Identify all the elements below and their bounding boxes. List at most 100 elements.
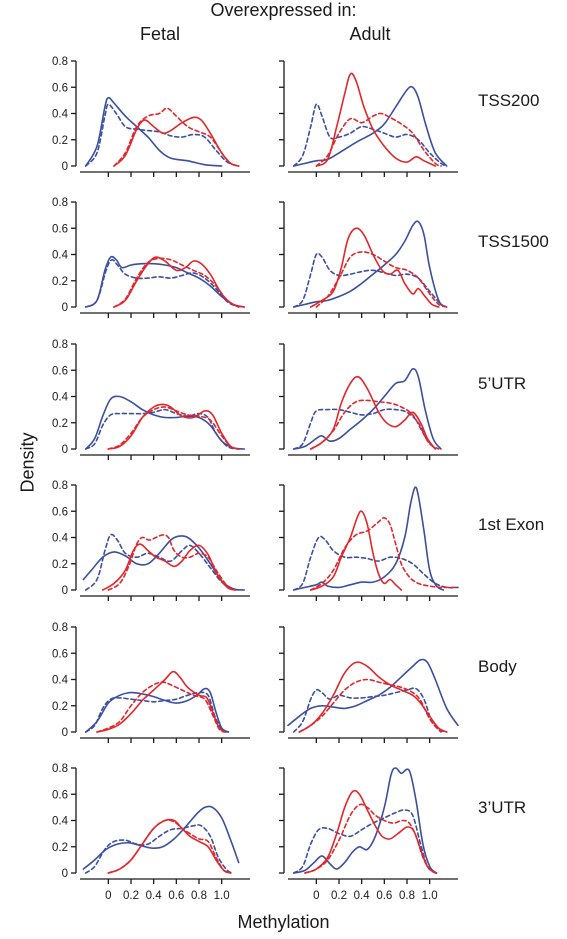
y-tick-label: 0 xyxy=(62,444,68,456)
density-curve-red-solid xyxy=(107,818,232,874)
density-curve-blue-dashed xyxy=(292,687,442,733)
density-curve-blue-dashed xyxy=(84,824,234,874)
row-label-1st-exon: 1st Exon xyxy=(478,515,545,534)
density-curve-red-dashed xyxy=(315,112,442,167)
y-tick-label: 0 xyxy=(62,161,68,173)
density-curve-red-solid xyxy=(309,510,403,591)
density-curve-blue-solid xyxy=(292,767,438,874)
density-curve-blue-dashed xyxy=(84,691,229,733)
row-label-body: Body xyxy=(478,657,517,676)
density-curve-blue-dashed xyxy=(292,103,448,167)
x-tick-label: 0 xyxy=(105,890,111,902)
density-curve-red-dashed xyxy=(304,803,438,874)
y-tick-label: 0.6 xyxy=(52,506,68,518)
x-axis-label: Methylation xyxy=(237,912,330,932)
panel-tss1500-adult xyxy=(279,201,458,318)
y-tick-label: 0.8 xyxy=(52,197,68,209)
density-curve-blue-dashed xyxy=(292,408,437,450)
density-curve-red-solid xyxy=(107,403,240,450)
density-curve-blue-dashed xyxy=(84,103,240,167)
y-tick-label: 0 xyxy=(62,585,68,597)
y-tick-label: 0.6 xyxy=(52,82,68,94)
y-tick-label: 0.2 xyxy=(52,701,68,713)
y-tick-label: 0.6 xyxy=(52,648,68,660)
x-tick-label: 0.6 xyxy=(168,890,184,902)
y-tick-label: 0.6 xyxy=(52,365,68,377)
column-title-fetal: Fetal xyxy=(139,24,181,44)
panel-tss200-fetal: 0 0.2 0.4 0.6 0.8 xyxy=(52,56,250,177)
y-tick-label: 0.2 xyxy=(52,842,68,854)
density-curve-blue-solid xyxy=(84,255,246,308)
panel-tss200-adult xyxy=(279,60,458,177)
x-tick-label: 0.8 xyxy=(399,890,415,902)
panel-3utr-fetal: 0 0.2 0.4 0.6 0.8 0 0.2 0.4 0.6 0.8 1.0 xyxy=(52,763,250,902)
y-tick-label: 0.6 xyxy=(52,223,68,235)
row-label-tss1500: TSS1500 xyxy=(478,232,549,251)
y-tick-label: 0.8 xyxy=(52,339,68,351)
x-tick-label: 1.0 xyxy=(422,890,438,902)
column-title-adult: Adult xyxy=(349,24,391,44)
density-curve-red-dashed xyxy=(107,534,237,591)
y-tick-label: 0.4 xyxy=(52,109,69,121)
density-curve-red-dashed xyxy=(309,516,459,591)
y-tick-label: 0 xyxy=(62,302,68,314)
y-tick-label: 0.4 xyxy=(52,675,69,687)
row-label-tss200: TSS200 xyxy=(478,91,540,110)
density-curve-red-dashed xyxy=(315,251,448,308)
panel-body-adult xyxy=(279,626,459,743)
x-tick-label: 0.8 xyxy=(191,890,207,902)
x-tick-label: 1.0 xyxy=(214,890,230,902)
panel-3utr-adult: 0 0.2 0.4 0.6 0.8 1.0 xyxy=(279,767,458,902)
panel-5utr-fetal: 0 0.2 0.4 0.6 0.8 xyxy=(52,339,250,460)
x-tick-label: 0.2 xyxy=(331,890,347,902)
x-tick-label: 0.4 xyxy=(146,890,163,902)
density-curve-blue-dashed xyxy=(84,258,240,308)
y-tick-label: 0.2 xyxy=(52,135,68,147)
x-tick-label: 0 xyxy=(313,890,319,902)
x-tick-label: 0.6 xyxy=(376,890,392,902)
density-curve-blue-dashed xyxy=(84,533,240,591)
y-tick-label: 0.8 xyxy=(52,480,68,492)
density-curve-red-dashed xyxy=(309,399,440,450)
y-tick-label: 0 xyxy=(62,727,68,739)
y-tick-label: 0 xyxy=(62,868,68,880)
y-tick-label: 0.8 xyxy=(52,56,68,68)
density-curve-red-dashed xyxy=(298,678,448,733)
y-tick-label: 0.4 xyxy=(52,392,69,404)
x-tick-label: 0.2 xyxy=(123,890,139,902)
density-curve-red-solid xyxy=(309,375,437,450)
y-tick-label: 0.2 xyxy=(52,276,68,288)
density-curve-red-solid xyxy=(96,670,226,733)
y-tick-label: 0.6 xyxy=(52,789,68,801)
y-tick-label: 0.4 xyxy=(52,250,69,262)
density-curve-blue-dashed xyxy=(292,809,437,874)
density-curve-red-dashed xyxy=(96,681,226,733)
density-curve-red-dashed xyxy=(113,257,240,308)
y-tick-label: 0.2 xyxy=(52,418,68,430)
density-curve-blue-dashed xyxy=(292,252,448,308)
density-curve-red-dashed xyxy=(107,819,232,874)
density-curve-red-solid xyxy=(298,661,448,733)
figure-title: Overexpressed in: xyxy=(210,0,357,20)
density-curve-blue-solid xyxy=(292,486,445,591)
panel-body-fetal: 0 0.2 0.4 0.6 0.8 xyxy=(52,622,250,743)
density-curve-red-dashed xyxy=(113,107,240,167)
x-tick-label: 0.4 xyxy=(354,890,371,902)
y-tick-label: 0.4 xyxy=(52,816,69,828)
y-tick-label: 0.2 xyxy=(52,559,68,571)
density-curve-blue-dashed xyxy=(292,535,459,591)
density-curve-red-solid xyxy=(309,227,440,308)
density-curve-blue-solid xyxy=(82,805,240,870)
y-tick-label: 0.8 xyxy=(52,622,68,634)
density-curve-red-dashed xyxy=(107,406,240,450)
density-curve-blue-dashed xyxy=(84,408,240,450)
y-tick-label: 0.4 xyxy=(52,533,69,545)
row-label-3utr: 3’UTR xyxy=(478,798,527,817)
panel-tss1500-fetal: 0 0.2 0.4 0.6 0.8 xyxy=(52,197,250,318)
density-curve-blue-solid xyxy=(292,367,442,450)
panel-5utr-adult xyxy=(279,343,458,460)
density-curve-blue-solid xyxy=(292,85,448,167)
y-tick-label: 0.8 xyxy=(52,763,68,775)
row-label-5utr: 5’UTR xyxy=(478,374,527,393)
